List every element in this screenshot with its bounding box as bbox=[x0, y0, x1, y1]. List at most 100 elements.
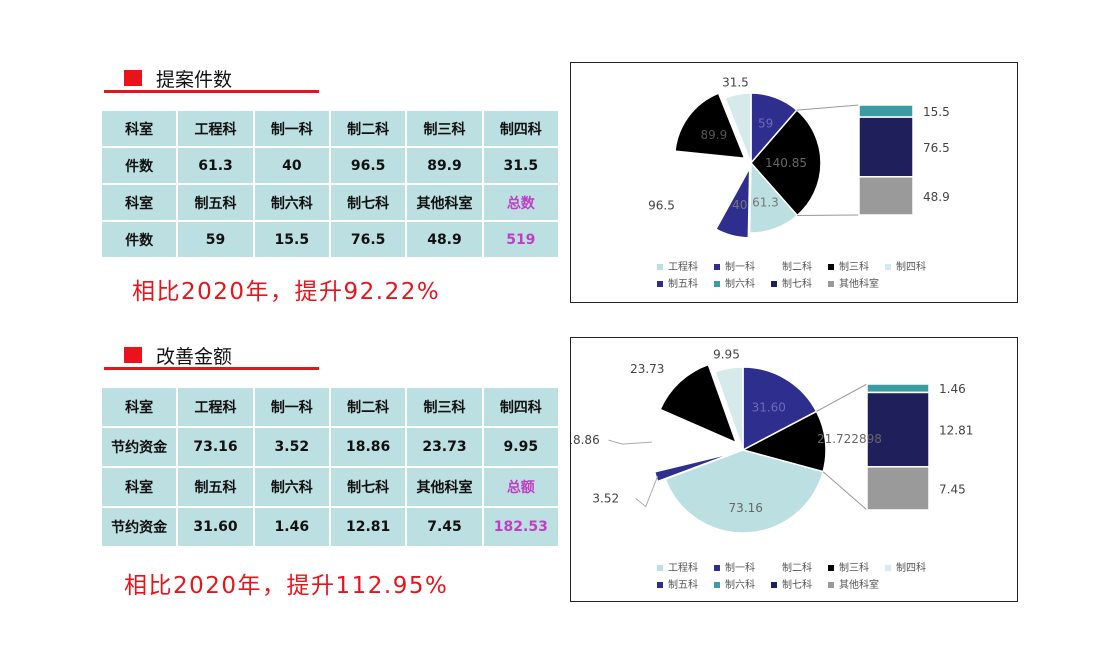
table-cell: 制二科 bbox=[328, 386, 408, 428]
slice-label: 89.9 bbox=[700, 128, 727, 142]
table-cell: 7.45 bbox=[405, 506, 484, 548]
bar-segment-label: 15.5 bbox=[923, 105, 950, 119]
connector-line-top bbox=[796, 104, 860, 111]
table-cell: 31.5 bbox=[481, 146, 561, 185]
table-cell: 制一科 bbox=[252, 109, 331, 148]
table-cell: 总额 bbox=[481, 466, 561, 508]
legend-swatch-制六科 bbox=[714, 582, 720, 588]
leader-line bbox=[635, 476, 659, 508]
table-cell: 59 bbox=[176, 220, 255, 259]
legend-entry-工程科: 工程科 bbox=[668, 260, 698, 273]
table-cell: 182.53 bbox=[481, 506, 561, 548]
section2-underline bbox=[104, 367, 319, 370]
table-cell: 制二科 bbox=[328, 109, 408, 148]
row-header-cell: 件数 bbox=[99, 146, 179, 185]
savings-amount-table: 科室 工程科 制一科 制二科 制三科 制四科 节约资金 73.16 3.52 18.86 23.73… bbox=[99, 386, 561, 548]
table-row: 件数 59 15.5 76.5 48.9 519 bbox=[99, 220, 561, 259]
row-header-cell: 节约资金 bbox=[99, 426, 179, 468]
bar-segment-制六科 bbox=[858, 104, 914, 118]
table-cell: 89.9 bbox=[405, 146, 484, 185]
table-cell: 23.73 bbox=[405, 426, 484, 468]
legend-swatch-制三科 bbox=[828, 565, 834, 571]
section1-compare-text: 相比2020年，提升92.22% bbox=[132, 279, 441, 305]
table-cell: 519 bbox=[481, 220, 561, 259]
table-cell: 3.52 bbox=[252, 426, 331, 468]
table-cell: 制三科 bbox=[405, 109, 484, 148]
legend-entry-工程科: 工程科 bbox=[668, 561, 698, 574]
table-cell: 制五科 bbox=[176, 466, 255, 508]
table-row: 科室 工程科 制一科 制二科 制三科 制四科 bbox=[99, 386, 561, 428]
slice-label: 73.16 bbox=[729, 501, 763, 515]
row-header-cell: 科室 bbox=[99, 386, 179, 428]
table-row: 节约资金 73.16 3.52 18.86 23.73 9.95 bbox=[99, 426, 561, 468]
proposal-count-table: 科室 工程科 制一科 制二科 制三科 制四科 件数 61.3 40 96.5 89.9 31.5 科室制… bbox=[99, 109, 561, 259]
bar-segment-其他科室 bbox=[858, 176, 914, 216]
slice-label: 31.60 bbox=[752, 400, 786, 414]
legend-entry-其他科室: 其他科室 bbox=[839, 578, 879, 591]
table-cell: 76.5 bbox=[328, 220, 408, 259]
slice-label: 59 bbox=[758, 117, 773, 131]
table-cell: 18.86 bbox=[328, 426, 408, 468]
table-cell: 48.9 bbox=[405, 220, 484, 259]
legend-swatch-其他科室 bbox=[828, 281, 834, 287]
table-cell: 其他科室 bbox=[405, 183, 484, 222]
row-header-cell: 科室 bbox=[99, 466, 179, 508]
pie-slice-制一科 bbox=[653, 451, 736, 483]
bar-segment-label: 7.45 bbox=[939, 482, 966, 496]
legend-swatch-制二科 bbox=[771, 264, 777, 270]
table-cell: 其他科室 bbox=[405, 466, 484, 508]
legend-entry-制二科: 制二科 bbox=[782, 561, 812, 574]
legend-entry-制二科: 制二科 bbox=[782, 260, 812, 273]
slice-label: 40 bbox=[732, 198, 747, 212]
pie-slice-制二科 bbox=[671, 159, 744, 230]
pie-slice-制四科 bbox=[714, 366, 744, 451]
legend-swatch-制五科 bbox=[657, 582, 663, 588]
bar-segment-制六科 bbox=[866, 383, 930, 394]
table-cell: 制三科 bbox=[405, 386, 484, 428]
bar-segment-制七科 bbox=[858, 116, 914, 178]
pie-slice-制三科 bbox=[659, 363, 738, 445]
section2-compare-text: 相比2020年，提升112.95% bbox=[124, 573, 449, 599]
legend-entry-制七科: 制七科 bbox=[782, 578, 812, 591]
pie-slice-other-group bbox=[750, 109, 822, 217]
table-cell: 12.81 bbox=[328, 506, 408, 548]
legend-swatch-其他科室 bbox=[828, 582, 834, 588]
table-cell: 40 bbox=[252, 146, 331, 185]
legend-entry-制四科: 制四科 bbox=[896, 561, 926, 574]
table-cell: 工程科 bbox=[176, 109, 255, 148]
table-cell: 制四科 bbox=[481, 386, 561, 428]
pie-slice-other-group bbox=[740, 410, 827, 473]
legend-entry-制六科: 制六科 bbox=[725, 578, 755, 591]
legend-entry-制七科: 制七科 bbox=[782, 277, 812, 290]
savings-chart-box: 1.46 12.81 7.45 31.60 21.722898 73.16 3.52 18.8… bbox=[570, 337, 1018, 602]
table-row: 科室 制五科 制六科 制七科 其他科室 总数 bbox=[99, 183, 561, 222]
section2-title: 改善金额 bbox=[156, 346, 233, 368]
legend-entry-其他科室: 其他科室 bbox=[839, 277, 879, 290]
section1-title: 提案件数 bbox=[156, 69, 233, 91]
leader-line bbox=[608, 439, 653, 445]
table-cell: 制一科 bbox=[252, 386, 331, 428]
table-cell: 工程科 bbox=[176, 386, 255, 428]
connector-line-bottom bbox=[822, 471, 868, 511]
table-cell: 73.16 bbox=[176, 426, 255, 468]
table-cell: 制六科 bbox=[252, 466, 331, 508]
bar-segment-label: 1.46 bbox=[939, 382, 966, 396]
slice-label: 23.73 bbox=[630, 362, 664, 376]
slice-label: 9.95 bbox=[713, 347, 740, 361]
legend-swatch-制二科 bbox=[771, 565, 777, 571]
slice-label: 140.85 bbox=[765, 156, 807, 170]
savings-pie-chart: 1.46 12.81 7.45 31.60 21.722898 73.16 3.52 18.8… bbox=[571, 347, 973, 591]
pie-slice-制一科 bbox=[714, 167, 751, 239]
table-cell: 61.3 bbox=[176, 146, 255, 185]
row-header-cell: 节约资金 bbox=[99, 506, 179, 548]
legend-entry-制四科: 制四科 bbox=[896, 260, 926, 273]
table-cell: 9.95 bbox=[481, 426, 561, 468]
legend-swatch-工程科 bbox=[657, 264, 663, 270]
proposal-pie-chart: 15.5 76.5 48.9 59 140.85 61.3 40 96.5 89.9 31.5 工程… bbox=[648, 75, 950, 290]
legend-entry-制一科: 制一科 bbox=[725, 561, 755, 574]
table-cell: 31.60 bbox=[176, 506, 255, 548]
table-row: 件数 61.3 40 96.5 89.9 31.5 bbox=[99, 146, 561, 185]
table-cell: 制七科 bbox=[328, 466, 408, 508]
table-row: 科室 制五科 制六科 制七科 其他科室 总额 bbox=[99, 466, 561, 508]
pie-slice-制三科 bbox=[674, 92, 746, 160]
